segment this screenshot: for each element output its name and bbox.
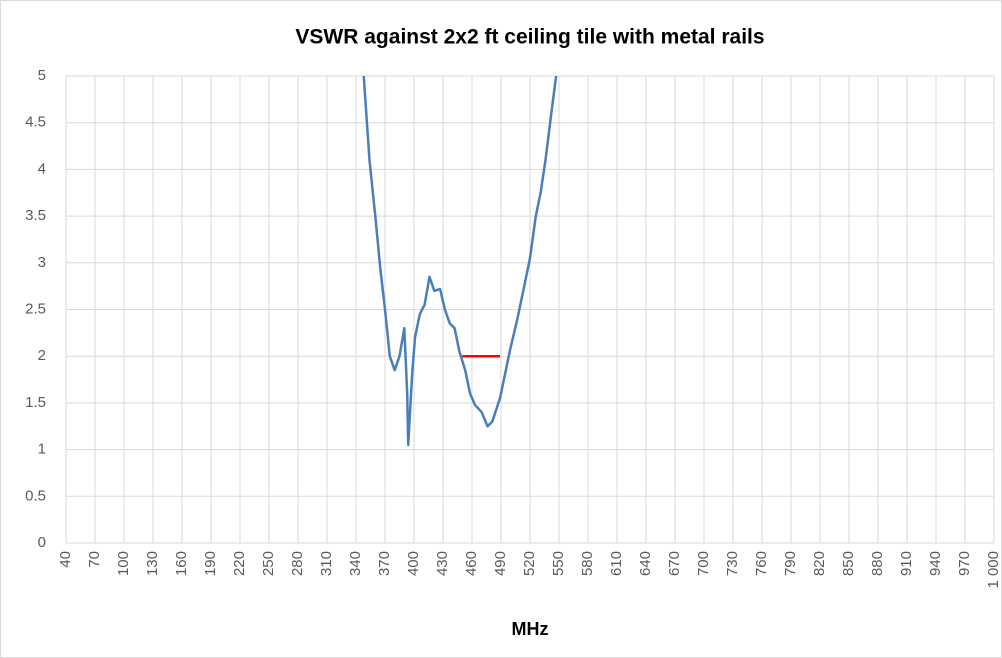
x-tick-label: 730	[724, 551, 741, 576]
x-tick-label: 100	[115, 551, 132, 576]
x-tick-label: 220	[231, 551, 248, 576]
x-tick-label: 850	[840, 551, 857, 576]
y-tick-label: 5	[38, 67, 46, 84]
x-tick-label: 970	[956, 551, 973, 576]
y-tick-label: 2	[38, 347, 46, 364]
y-tick-label: 1.5	[25, 394, 46, 411]
x-tick-label: 880	[869, 551, 886, 576]
y-tick-label: 4.5	[25, 114, 46, 131]
y-tick-label: 3.5	[25, 207, 46, 224]
x-tick-label: 550	[550, 551, 567, 576]
x-tick-label: 820	[811, 551, 828, 576]
x-tick-label: 760	[753, 551, 770, 576]
x-tick-label: 130	[144, 551, 161, 576]
x-tick-label: 70	[86, 551, 103, 568]
x-tick-label: 700	[695, 551, 712, 576]
x-tick-label: 910	[898, 551, 915, 576]
x-tick-label: 520	[521, 551, 538, 576]
x-tick-label: 460	[463, 551, 480, 576]
x-tick-label: 400	[405, 551, 422, 576]
y-tick-label: 0.5	[25, 487, 46, 504]
x-tick-label: 280	[289, 551, 306, 576]
x-tick-label: 580	[579, 551, 596, 576]
x-tick-label: 940	[927, 551, 944, 576]
y-tick-label: 3	[38, 254, 46, 271]
x-tick-label: 160	[173, 551, 190, 576]
x-tick-label: 490	[492, 551, 509, 576]
x-tick-label: 190	[202, 551, 219, 576]
y-tick-label: 4	[38, 160, 46, 177]
x-tick-label: 790	[782, 551, 799, 576]
x-tick-label: 340	[347, 551, 364, 576]
x-tick-label: 310	[318, 551, 335, 576]
y-tick-label: 1	[38, 441, 46, 458]
x-tick-label: 670	[666, 551, 683, 576]
y-tick-label: 0	[38, 534, 46, 551]
x-tick-label: 370	[376, 551, 393, 576]
x-tick-label: 430	[434, 551, 451, 576]
x-tick-label: 40	[57, 551, 74, 568]
x-tick-label: 610	[608, 551, 625, 576]
chart-title: VSWR against 2x2 ft ceiling tile with me…	[295, 26, 764, 49]
x-axis-title: MHz	[512, 619, 549, 639]
x-tick-label: 1 000	[985, 551, 1002, 589]
x-tick-label: 640	[637, 551, 654, 576]
x-tick-label: 250	[260, 551, 277, 576]
series-line	[362, 75, 558, 447]
y-tick-label: 2.5	[25, 300, 46, 317]
